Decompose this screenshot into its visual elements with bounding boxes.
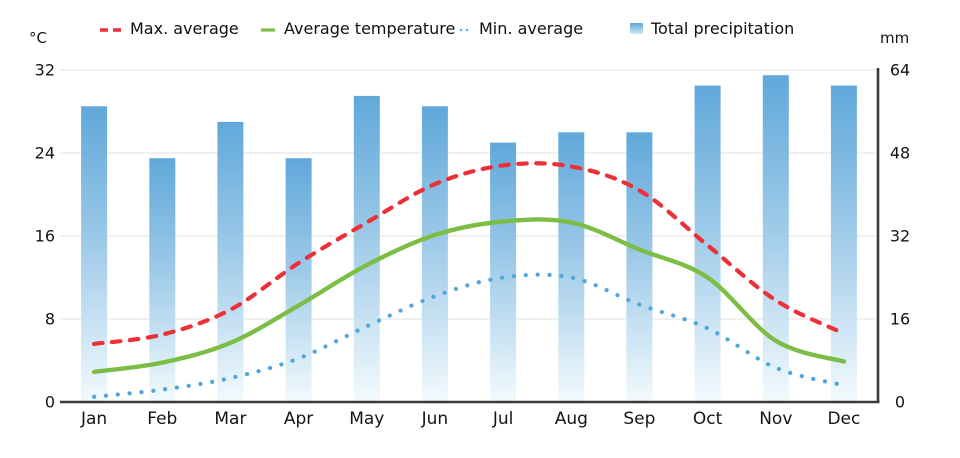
- legend-label: Max. average: [130, 19, 239, 38]
- axis-lines: [60, 68, 880, 404]
- bar-swatch-icon: [630, 23, 643, 34]
- svg-text:24: 24: [35, 144, 55, 163]
- tick-labels: 0 8 16 24 32 0 16 32 48 64: [35, 61, 911, 412]
- svg-text:16: 16: [890, 310, 910, 329]
- dashed-line-icon: [99, 19, 122, 38]
- bar-Aug: [558, 132, 585, 403]
- svg-text:Jun: Jun: [421, 409, 449, 429]
- svg-text:Jul: Jul: [492, 409, 514, 429]
- svg-text:32: 32: [35, 61, 55, 80]
- dashed-temperature-line: [92, 161, 846, 346]
- bar-Dec: [830, 85, 857, 402]
- chart-legend: °C Max. average Average temperature Min.…: [0, 0, 960, 48]
- svg-text:Apr: Apr: [284, 409, 313, 429]
- svg-text:Jan: Jan: [80, 409, 107, 429]
- solid-temperature-line: [91, 217, 847, 375]
- bar-Nov: [762, 75, 789, 402]
- svg-text:32: 32: [890, 227, 910, 246]
- svg-text:8: 8: [45, 310, 55, 329]
- gridlines: [60, 69, 878, 320]
- svg-text:Dec: Dec: [827, 409, 860, 429]
- dotted-line-icon: [459, 19, 472, 38]
- svg-text:Nov: Nov: [759, 409, 792, 429]
- svg-text:48: 48: [890, 144, 910, 163]
- svg-text:64: 64: [890, 61, 910, 80]
- legend-item-total-precipitation: Total precipitation: [630, 19, 794, 38]
- legend-label: Average temperature: [284, 19, 456, 38]
- legend-item-average-temperature: Average temperature: [261, 19, 455, 38]
- legend-item-min-average: Min. average: [459, 19, 583, 38]
- svg-text:Mar: Mar: [214, 409, 246, 429]
- svg-text:0: 0: [45, 393, 55, 412]
- bar-Sep: [626, 132, 653, 403]
- bar-May: [353, 95, 380, 403]
- svg-text:Feb: Feb: [147, 409, 177, 429]
- legend-label: Min. average: [479, 19, 584, 38]
- svg-text:May: May: [349, 409, 384, 429]
- bar-Mar: [217, 121, 244, 403]
- dotted-temperature-line: [92, 272, 846, 399]
- bar-Jun: [421, 106, 448, 403]
- right-axis-unit: mm: [880, 29, 910, 47]
- bar-Apr: [285, 158, 312, 402]
- left-axis-unit: °C: [29, 29, 47, 47]
- bar-Jan: [81, 106, 108, 403]
- legend-item-max-average: Max. average: [99, 19, 239, 38]
- month-labels: Jan Feb Mar Apr May Jun Jul Aug Sep Oct Nov Dec: [80, 409, 860, 429]
- svg-text:Sep: Sep: [623, 409, 655, 429]
- svg-text:Aug: Aug: [555, 409, 588, 429]
- legend-label: Total precipitation: [651, 19, 795, 38]
- bar-Oct: [694, 85, 721, 402]
- svg-text:Oct: Oct: [693, 409, 723, 429]
- precipitation-bars: [81, 75, 857, 403]
- solid-line-icon: [261, 19, 276, 38]
- svg-text:16: 16: [35, 227, 55, 246]
- svg-text:0: 0: [895, 393, 905, 412]
- bar-Jul: [490, 142, 517, 402]
